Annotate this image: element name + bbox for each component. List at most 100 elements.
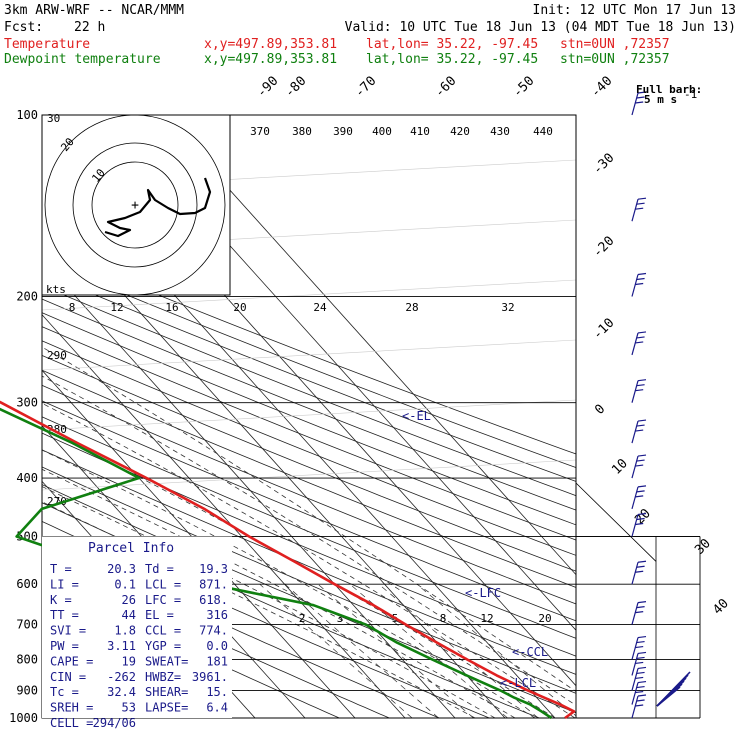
isotherm-label: -60 — [432, 74, 459, 101]
wind-barb-flag — [635, 429, 644, 432]
wind-barb-flag — [636, 96, 645, 99]
isotherm-line — [42, 258, 456, 718]
parcel-row-label: Tc = — [50, 685, 79, 699]
wind-barb-flag — [637, 91, 647, 94]
isotherm-label: -20 — [590, 234, 617, 261]
wind-barb-flag — [637, 197, 647, 200]
theta-e-label: 390 — [333, 125, 353, 138]
dry-adiabat — [42, 416, 576, 639]
wind-barb-flag — [636, 459, 645, 462]
isotherm-label: 40 — [710, 596, 732, 618]
hodograph-ring — [44, 114, 226, 296]
wind-barb-flag — [636, 699, 645, 702]
mixing-ratio-label: 20 — [538, 612, 551, 625]
isotherm-label: -80 — [282, 74, 309, 101]
ccl-annotation: <-CCL — [512, 645, 548, 659]
wind-barb-staff — [631, 274, 639, 297]
wind-barb-flag — [636, 640, 645, 644]
pressure-tick-label: 600 — [16, 577, 38, 591]
moist-adiabat — [42, 427, 556, 718]
hodograph-trace — [104, 177, 212, 238]
parcel-row-value: 19 — [122, 654, 136, 668]
model-title: 3km ARW-WRF -- NCAR/MMM — [4, 3, 184, 18]
wind-barb-staff — [631, 562, 639, 585]
parcel-row-value2: 6.4 — [206, 701, 228, 715]
isotherm-label: -40 — [588, 74, 615, 101]
wind-barb — [631, 272, 647, 297]
theta-e-label: 440 — [533, 125, 553, 138]
inset-axis-label: 32 — [501, 301, 514, 314]
temperature-line — [0, 400, 576, 720]
isotherm-line — [162, 115, 576, 576]
wind-barb-staff — [631, 486, 639, 510]
wind-barb-flag — [636, 685, 645, 689]
parcel-info-title: Parcel Info — [88, 541, 174, 556]
wind-legend-title: Full barb: — [636, 83, 702, 96]
dry-adiabat — [42, 298, 576, 511]
pressure-tick-label: 100 — [16, 108, 38, 122]
wind-barb-flag — [635, 495, 644, 498]
parcel-row-label: PW = — [50, 639, 79, 653]
isotherm-line — [42, 314, 406, 718]
chart-text: <-EL <-LFC <-CCL <-LCL 3km ARW-WRF -- NCAR/M… — [4, 3, 736, 730]
pressure-tick-label: 300 — [16, 396, 38, 410]
parcel-row-value2: 0.0 — [206, 639, 228, 653]
minor-guide-line — [42, 399, 576, 431]
wind-barb — [631, 694, 647, 719]
parcel-row-label2: CCL = — [145, 624, 181, 638]
wind-barb-flag — [635, 207, 644, 210]
moist-adiabat — [42, 449, 536, 718]
dry-adiabat — [42, 272, 576, 482]
theta-e-label: 430 — [490, 125, 510, 138]
isotherm-label: -90 — [254, 74, 281, 101]
wind-barb — [631, 379, 647, 403]
wind-barb-staff — [631, 420, 639, 444]
parcel-row-label2: LAPSE= — [145, 701, 188, 715]
wind-barb-flag — [635, 282, 644, 286]
low-level-wind-barb — [656, 686, 681, 707]
parcel-row-value: 32.4 — [107, 685, 136, 699]
parcel-row-label: CELL = — [50, 716, 93, 730]
inset-axis-label: 16 — [165, 301, 178, 314]
parcel-row-label: CIN = — [50, 670, 86, 684]
wind-barb-staff — [631, 514, 639, 537]
parcel-row-value2: 3961. — [192, 670, 228, 684]
wind-barb-flag — [636, 517, 645, 521]
mixing-ratio-line — [259, 583, 413, 718]
dry-adiabat — [42, 326, 576, 541]
parcel-row-value: -262 — [107, 670, 136, 684]
fcst-hours: 22 h — [74, 20, 105, 35]
hodograph-units: kts — [46, 283, 66, 296]
moist-adiabat — [42, 486, 496, 718]
wind-barb-flag — [635, 645, 644, 649]
wind-barb-flag — [635, 704, 644, 707]
hodograph-ring-label: 30 — [47, 112, 60, 125]
minor-guide-line — [42, 279, 576, 311]
pressure-tick-label: 700 — [16, 618, 38, 632]
dewpoint-latlon: lat,lon= 35.22, -97.45 — [366, 52, 538, 67]
wind-barb-flag — [637, 512, 647, 516]
wind-barb-staff — [631, 92, 639, 116]
dry-adiabat — [42, 449, 576, 675]
parcel-row-value: 20.3 — [107, 562, 136, 576]
dewpoint-xy: x,y=497.89,353.81 — [204, 52, 337, 67]
theta-e-label: 400 — [372, 125, 392, 138]
theta-e-label: 410 — [410, 125, 430, 138]
parcel-row-value: 26 — [122, 593, 136, 607]
isotherm-line — [0, 115, 5, 718]
wind-barb-flag — [637, 600, 647, 604]
wind-barb — [631, 91, 647, 116]
dry-adiabat — [42, 369, 576, 588]
inset-axis-label: 8 — [69, 301, 76, 314]
parcel-row-value2: 871. — [199, 577, 228, 591]
parcel-row-value: 44 — [122, 608, 136, 622]
pressure-tick-label: 1000 — [9, 711, 38, 725]
parcel-row-label2: HWBZ= — [145, 670, 181, 684]
isotherm-label: 30 — [692, 536, 714, 558]
isotherm-label: 0 — [592, 402, 608, 418]
init-time: Init: 12 UTC Mon 17 Jun 13 — [533, 3, 737, 18]
mixing-ratio-label: 2 — [299, 612, 306, 625]
hodograph-ring — [72, 142, 198, 268]
parcel-row-value2: 618. — [199, 593, 228, 607]
